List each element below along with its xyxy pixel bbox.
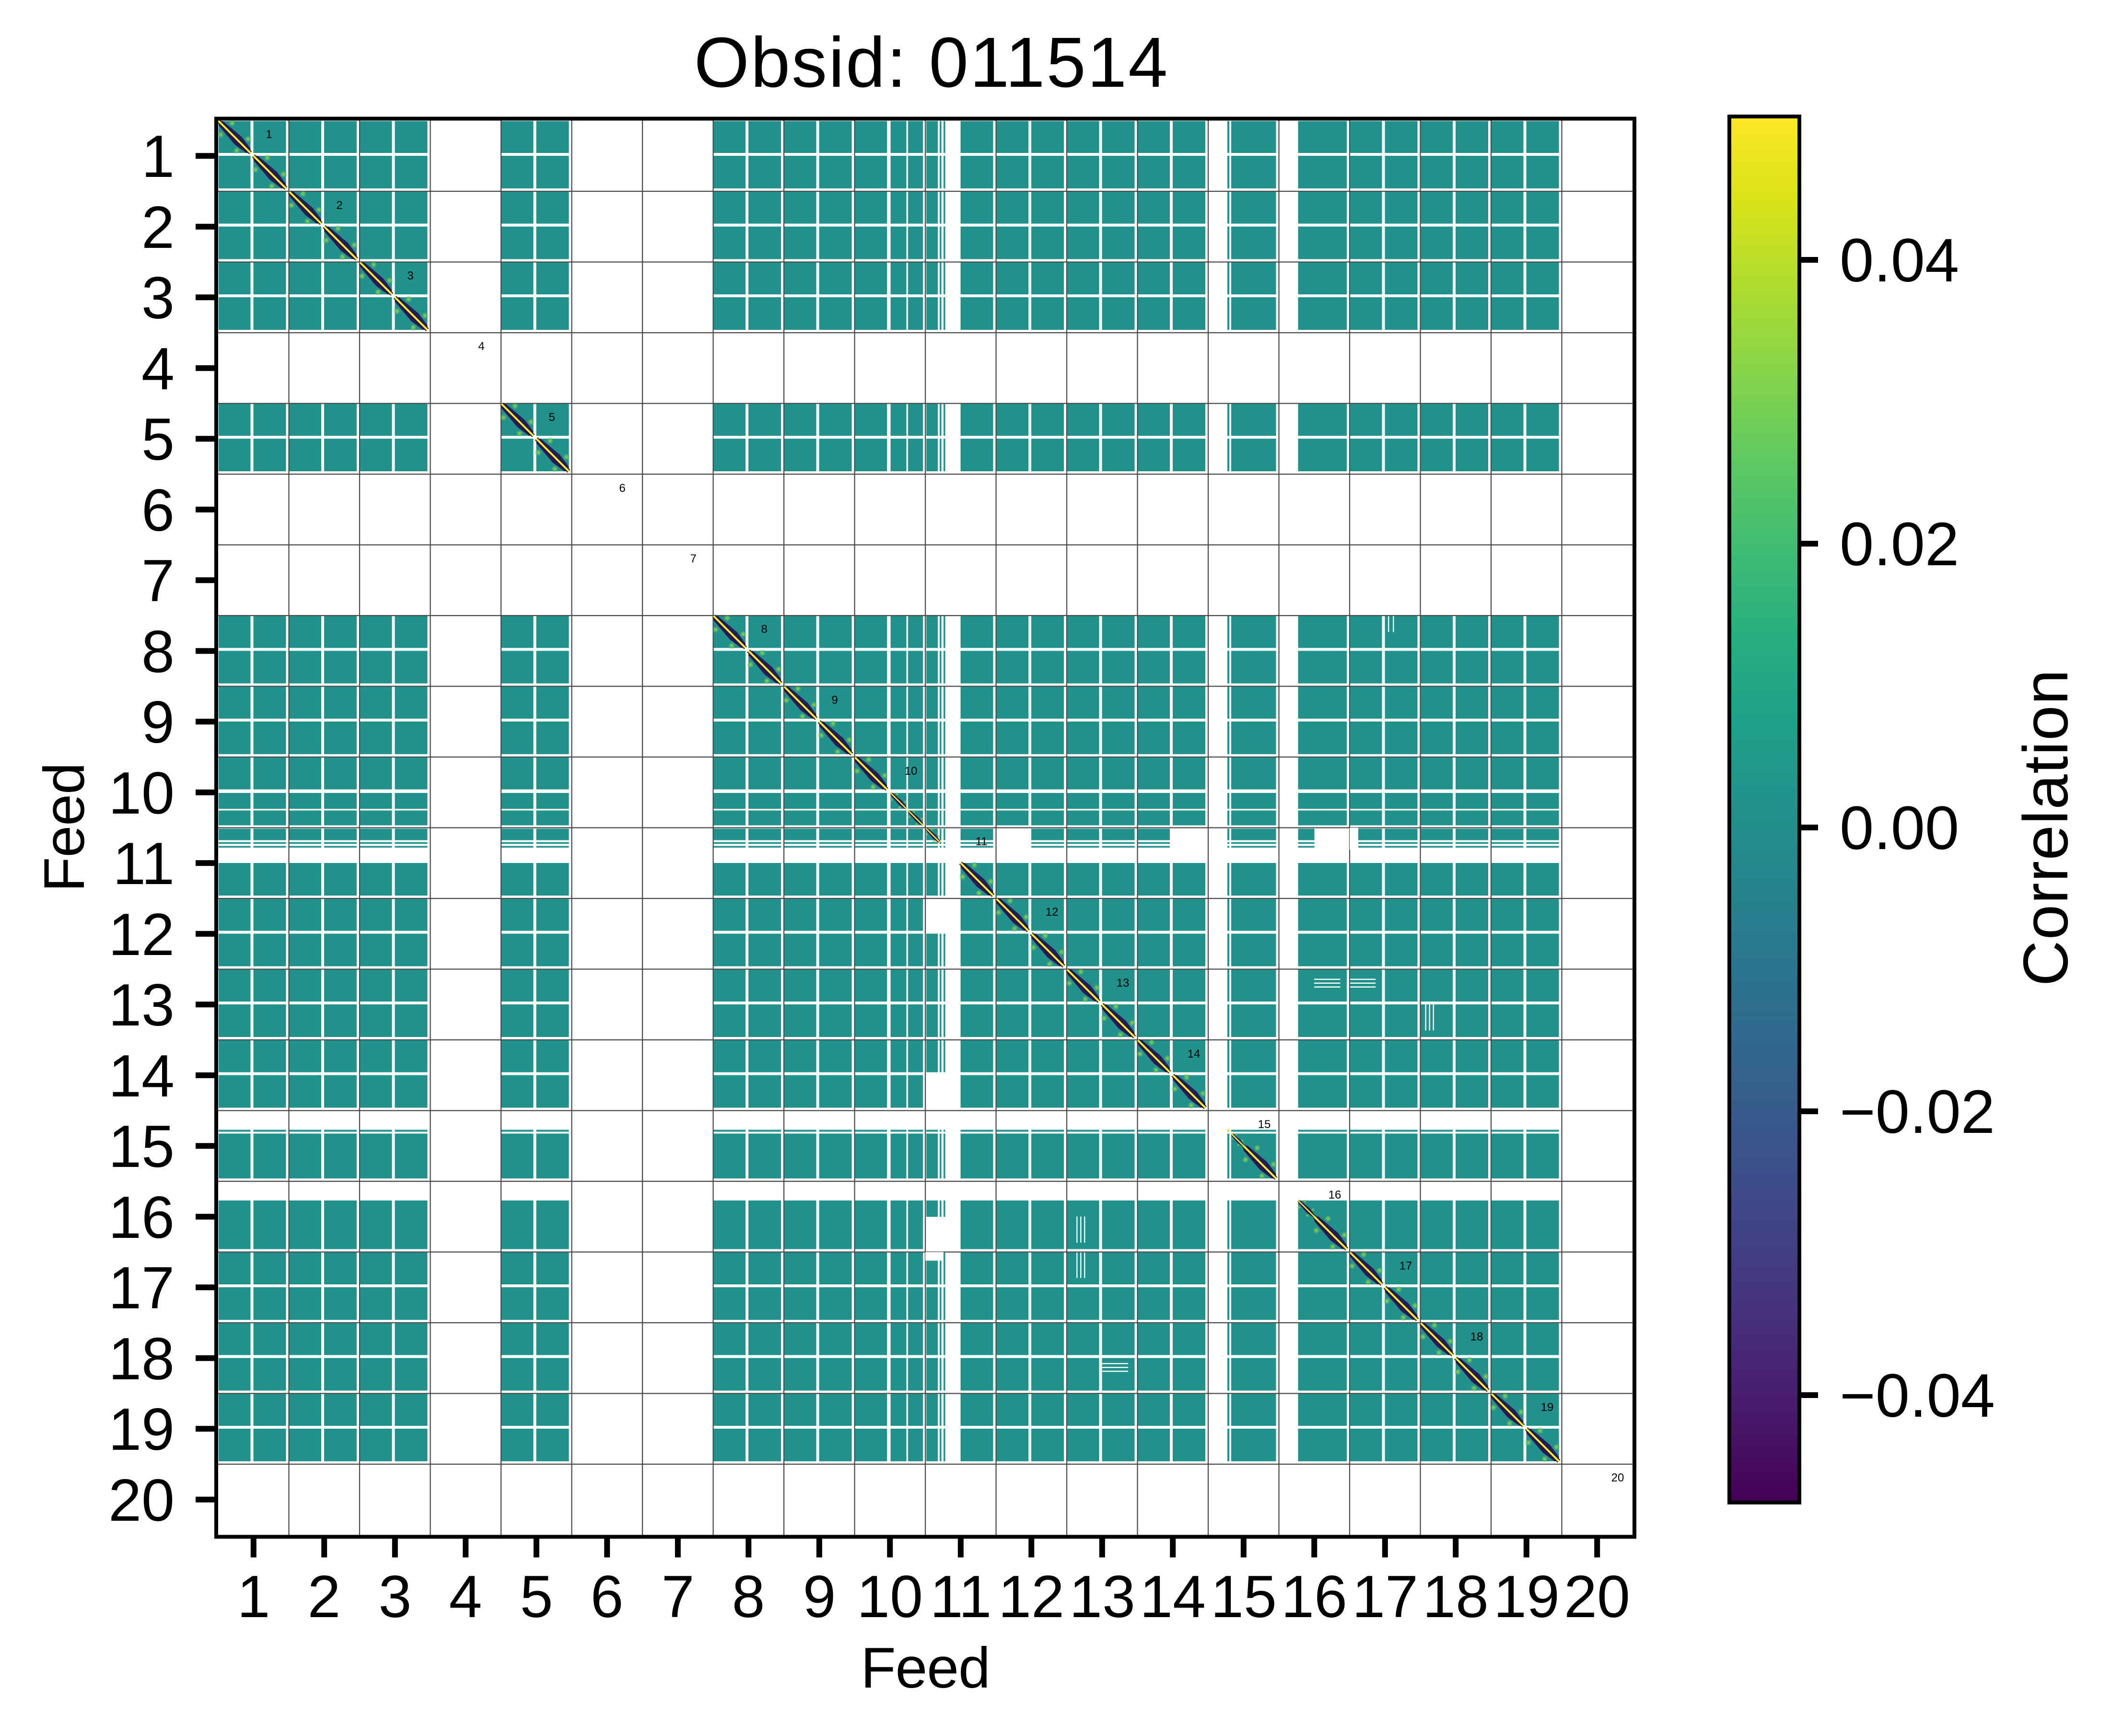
svg-text:5: 5 (548, 411, 555, 424)
svg-text:8: 8 (141, 619, 175, 685)
svg-text:Obsid: 011514: Obsid: 011514 (694, 23, 1169, 102)
svg-text:0.00: 0.00 (1840, 794, 1959, 862)
svg-text:Feed: Feed (861, 1636, 990, 1700)
svg-text:9: 9 (831, 694, 838, 707)
svg-text:14: 14 (1188, 1048, 1201, 1060)
svg-text:0.04: 0.04 (1840, 226, 1959, 295)
svg-text:15: 15 (1258, 1118, 1271, 1131)
svg-text:13: 13 (1069, 1564, 1135, 1630)
svg-text:−0.04: −0.04 (1840, 1362, 1995, 1430)
svg-text:4: 4 (449, 1564, 482, 1630)
svg-text:13: 13 (108, 972, 175, 1038)
svg-text:16: 16 (108, 1185, 175, 1251)
svg-text:8: 8 (761, 623, 767, 636)
svg-text:2: 2 (336, 199, 342, 212)
svg-text:7: 7 (662, 1564, 695, 1630)
svg-text:19: 19 (1541, 1401, 1554, 1414)
svg-text:15: 15 (108, 1114, 175, 1180)
svg-text:17: 17 (1352, 1564, 1418, 1630)
svg-text:9: 9 (141, 689, 175, 756)
svg-text:18: 18 (1423, 1564, 1489, 1630)
svg-text:4: 4 (478, 340, 484, 353)
svg-text:3: 3 (407, 269, 413, 282)
svg-text:11: 11 (976, 835, 988, 848)
svg-text:19: 19 (108, 1397, 175, 1463)
svg-text:10: 10 (108, 760, 175, 827)
svg-text:12: 12 (998, 1564, 1064, 1630)
svg-text:6: 6 (141, 478, 175, 544)
svg-text:7: 7 (141, 548, 175, 614)
svg-text:6: 6 (619, 482, 625, 495)
svg-text:2: 2 (141, 195, 175, 261)
svg-text:10: 10 (857, 1564, 923, 1630)
svg-text:12: 12 (1046, 906, 1059, 919)
svg-text:5: 5 (141, 407, 175, 473)
svg-text:14: 14 (108, 1043, 175, 1109)
svg-text:20: 20 (108, 1468, 175, 1534)
svg-text:2: 2 (308, 1564, 341, 1630)
svg-text:11: 11 (930, 1564, 992, 1630)
svg-text:9: 9 (803, 1564, 836, 1630)
svg-text:3: 3 (379, 1564, 412, 1630)
svg-text:1: 1 (141, 124, 175, 190)
svg-text:14: 14 (1140, 1564, 1206, 1630)
svg-text:16: 16 (1281, 1564, 1347, 1630)
svg-text:6: 6 (591, 1564, 624, 1630)
svg-text:20: 20 (1564, 1564, 1630, 1630)
svg-text:1: 1 (237, 1564, 270, 1630)
svg-text:0.02: 0.02 (1840, 510, 1959, 579)
svg-text:5: 5 (520, 1564, 553, 1630)
svg-text:8: 8 (732, 1564, 765, 1630)
svg-text:Correlation: Correlation (2010, 669, 2081, 986)
svg-text:18: 18 (108, 1326, 175, 1392)
svg-text:4: 4 (141, 336, 175, 402)
svg-text:17: 17 (1400, 1259, 1412, 1272)
svg-text:10: 10 (905, 765, 918, 778)
svg-text:7: 7 (690, 552, 696, 565)
svg-text:12: 12 (108, 902, 175, 968)
svg-text:17: 17 (108, 1255, 175, 1321)
svg-text:18: 18 (1470, 1330, 1483, 1343)
svg-text:13: 13 (1117, 977, 1130, 990)
svg-text:19: 19 (1493, 1564, 1560, 1630)
svg-text:15: 15 (1211, 1564, 1277, 1630)
svg-text:3: 3 (141, 265, 175, 331)
svg-text:20: 20 (1611, 1471, 1624, 1484)
svg-text:1: 1 (266, 128, 272, 141)
svg-text:16: 16 (1329, 1188, 1341, 1201)
svg-text:11: 11 (113, 831, 175, 897)
svg-text:Feed: Feed (32, 763, 96, 892)
svg-text:−0.02: −0.02 (1840, 1078, 1995, 1146)
